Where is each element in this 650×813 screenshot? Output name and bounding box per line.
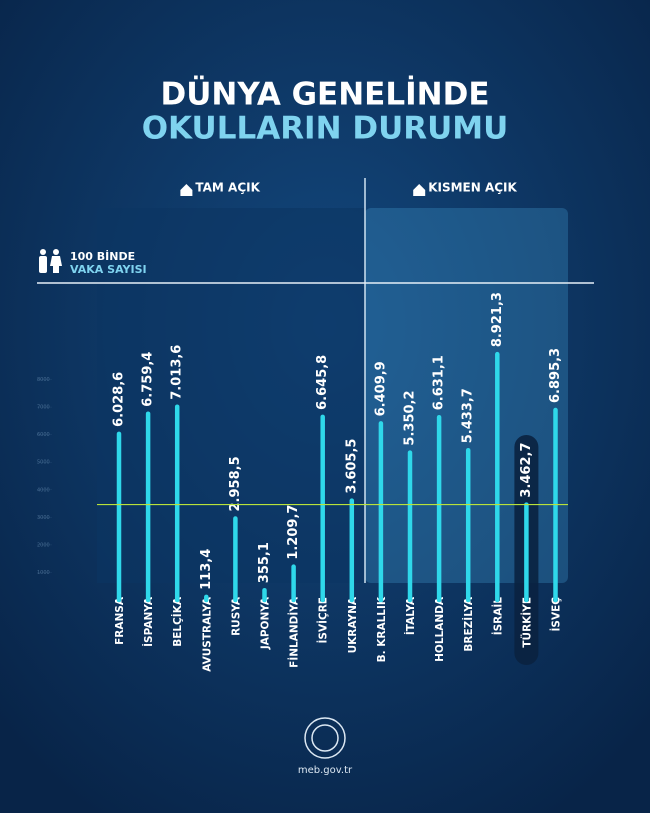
axis-label: 100 BİNDE (70, 249, 135, 263)
x-tick-label: İSVİÇRE (316, 597, 330, 643)
legend-label: KISMEN AÇIK (428, 181, 517, 195)
x-tick-label: FRANSA (114, 596, 126, 645)
source: meb.gov.tr (298, 765, 353, 776)
logo (304, 717, 346, 759)
value-label: 5.433,7 (461, 388, 476, 443)
person-icon (39, 249, 62, 273)
value-label: 1.209,7 (286, 505, 301, 560)
value-label: 6.631,1 (432, 355, 447, 410)
x-tick-label: HOLLANDA (434, 596, 446, 662)
x-tick-label: İSVEÇ (549, 597, 563, 632)
value-label: 3.605,5 (344, 439, 359, 494)
value-label: 2.958,5 (228, 456, 243, 511)
value-label: 6.409,9 (373, 361, 388, 416)
value-label: 6.645,8 (315, 355, 330, 410)
y-tick-label: 4000 (37, 487, 50, 493)
axis-label: VAKA SAYISI (70, 263, 147, 276)
value-label: 7.013,6 (170, 345, 185, 400)
legend-label: TAM AÇIK (195, 181, 260, 195)
x-tick-label: BREZİLYA (461, 596, 475, 651)
chart-subtitle: OKULLARIN DURUMU (142, 111, 509, 147)
y-tick-label: 6000 (37, 432, 50, 438)
x-tick-label: İTALYA (403, 596, 417, 635)
value-label: 5.350,2 (403, 390, 418, 445)
y-tick-label: 3000 (37, 515, 50, 521)
value-label: 6.759,4 (141, 352, 156, 407)
legend-item: TAM AÇIK (180, 181, 261, 196)
legend-item: KISMEN AÇIK (413, 181, 518, 196)
x-tick-label: JAPONYA (260, 596, 272, 650)
panel-full (97, 208, 365, 583)
legend-icon (180, 184, 193, 196)
legend-icon (413, 184, 426, 196)
value-label: 355,1 (257, 542, 272, 583)
x-tick-label: BELÇİKA (170, 596, 184, 647)
x-tick-label: AVUSTRALYA (201, 596, 213, 672)
value-label: 113,4 (199, 549, 214, 590)
x-tick-label: UKRAYNA (347, 596, 359, 653)
y-tick-label: 5000 (37, 460, 50, 466)
y-tick-label: 8000 (37, 377, 50, 383)
y-tick-label: 2000 (37, 542, 50, 548)
x-tick-label: FİNLANDİYA (287, 596, 301, 668)
value-label: 8.921,3 (490, 292, 505, 347)
y-tick-label: 1000 (37, 570, 50, 576)
x-tick-label: RUSYA (230, 596, 242, 636)
value-label: 6.028,6 (112, 372, 127, 427)
y-tick-label: 7000 (37, 405, 50, 411)
x-tick-label: İSRAİL (490, 597, 504, 636)
chart-title: DÜNYA GENELİNDE (161, 76, 490, 113)
x-tick-label: B. KRALLIK (376, 596, 388, 662)
value-label: 3.462,7 (519, 442, 534, 497)
x-tick-label: TÜRKİYE (519, 597, 533, 648)
x-tick-label: İSPANYA (141, 596, 155, 647)
value-label: 6.895,3 (548, 348, 563, 403)
